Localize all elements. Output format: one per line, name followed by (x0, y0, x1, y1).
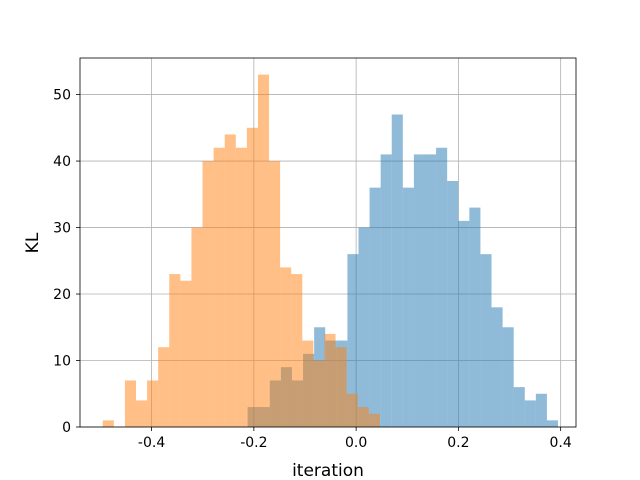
histogram-bar (358, 227, 370, 427)
histogram-bar (546, 420, 559, 427)
plot-frame (79, 57, 577, 428)
histogram-bar (257, 74, 270, 428)
histogram-bar (491, 307, 503, 427)
histogram-bar (147, 380, 159, 427)
histogram-bar (447, 181, 459, 427)
histogram-bar (280, 267, 292, 427)
y-tick-label: 40 (53, 154, 71, 170)
histogram-bar (524, 400, 536, 427)
y-tick-label: 30 (53, 221, 71, 237)
y-axis-label: KL (23, 232, 43, 253)
histogram-bar (124, 380, 137, 427)
x-tick-label: 0.2 (447, 435, 469, 451)
histogram-bar (213, 147, 225, 427)
histogram-bar (246, 127, 258, 427)
x-tick-label: 0.4 (550, 435, 572, 451)
histogram-bar (513, 387, 525, 427)
histogram-bar (502, 327, 514, 427)
histogram-bar (357, 407, 369, 427)
histogram-bar (380, 154, 392, 428)
histogram-bar (480, 254, 492, 427)
bars (102, 74, 559, 428)
histogram-bar (302, 340, 314, 427)
x-axis-label: iteration (292, 461, 364, 480)
histogram-bar (235, 147, 247, 427)
histogram-bar (169, 274, 181, 427)
x-tick-label: 0.0 (345, 435, 367, 451)
y-tick-label: 0 (62, 420, 71, 436)
histogram-bar (136, 400, 148, 427)
histogram-bar (346, 393, 358, 427)
histogram-bar (191, 227, 203, 427)
histogram-bar (180, 280, 192, 427)
histogram-bar (347, 254, 359, 427)
histogram-bar (102, 420, 114, 427)
axis-ticks: -0.4 -0.2 0.0 0.2 0.4 0 10 20 30 40 50 (53, 88, 572, 451)
histogram-bar (269, 161, 281, 427)
histogram-bar (402, 187, 414, 427)
x-tick-label: -0.4 (138, 435, 165, 451)
histogram-bar (335, 347, 347, 427)
histogram-bar (469, 207, 481, 427)
histogram-bar (413, 154, 425, 428)
histogram-bar (313, 360, 325, 427)
histogram-bar (202, 161, 214, 427)
y-tick-label: 10 (53, 354, 71, 370)
y-tick-label: 20 (53, 287, 71, 303)
histogram-bar (324, 333, 336, 427)
histogram-bar (224, 134, 236, 427)
histogram-bar (424, 154, 437, 428)
histogram-bar (369, 187, 381, 427)
histogram-bar (158, 347, 170, 427)
histogram-bar (458, 220, 470, 427)
x-tick-label: -0.2 (240, 435, 267, 451)
histogram-bar (291, 274, 303, 427)
histogram-bar (391, 114, 403, 427)
y-tick-label: 50 (53, 88, 71, 104)
histogram-series-1 (102, 74, 380, 428)
histogram-bar (436, 147, 448, 427)
histogram-bar (535, 393, 547, 427)
histogram-bar (368, 413, 380, 427)
